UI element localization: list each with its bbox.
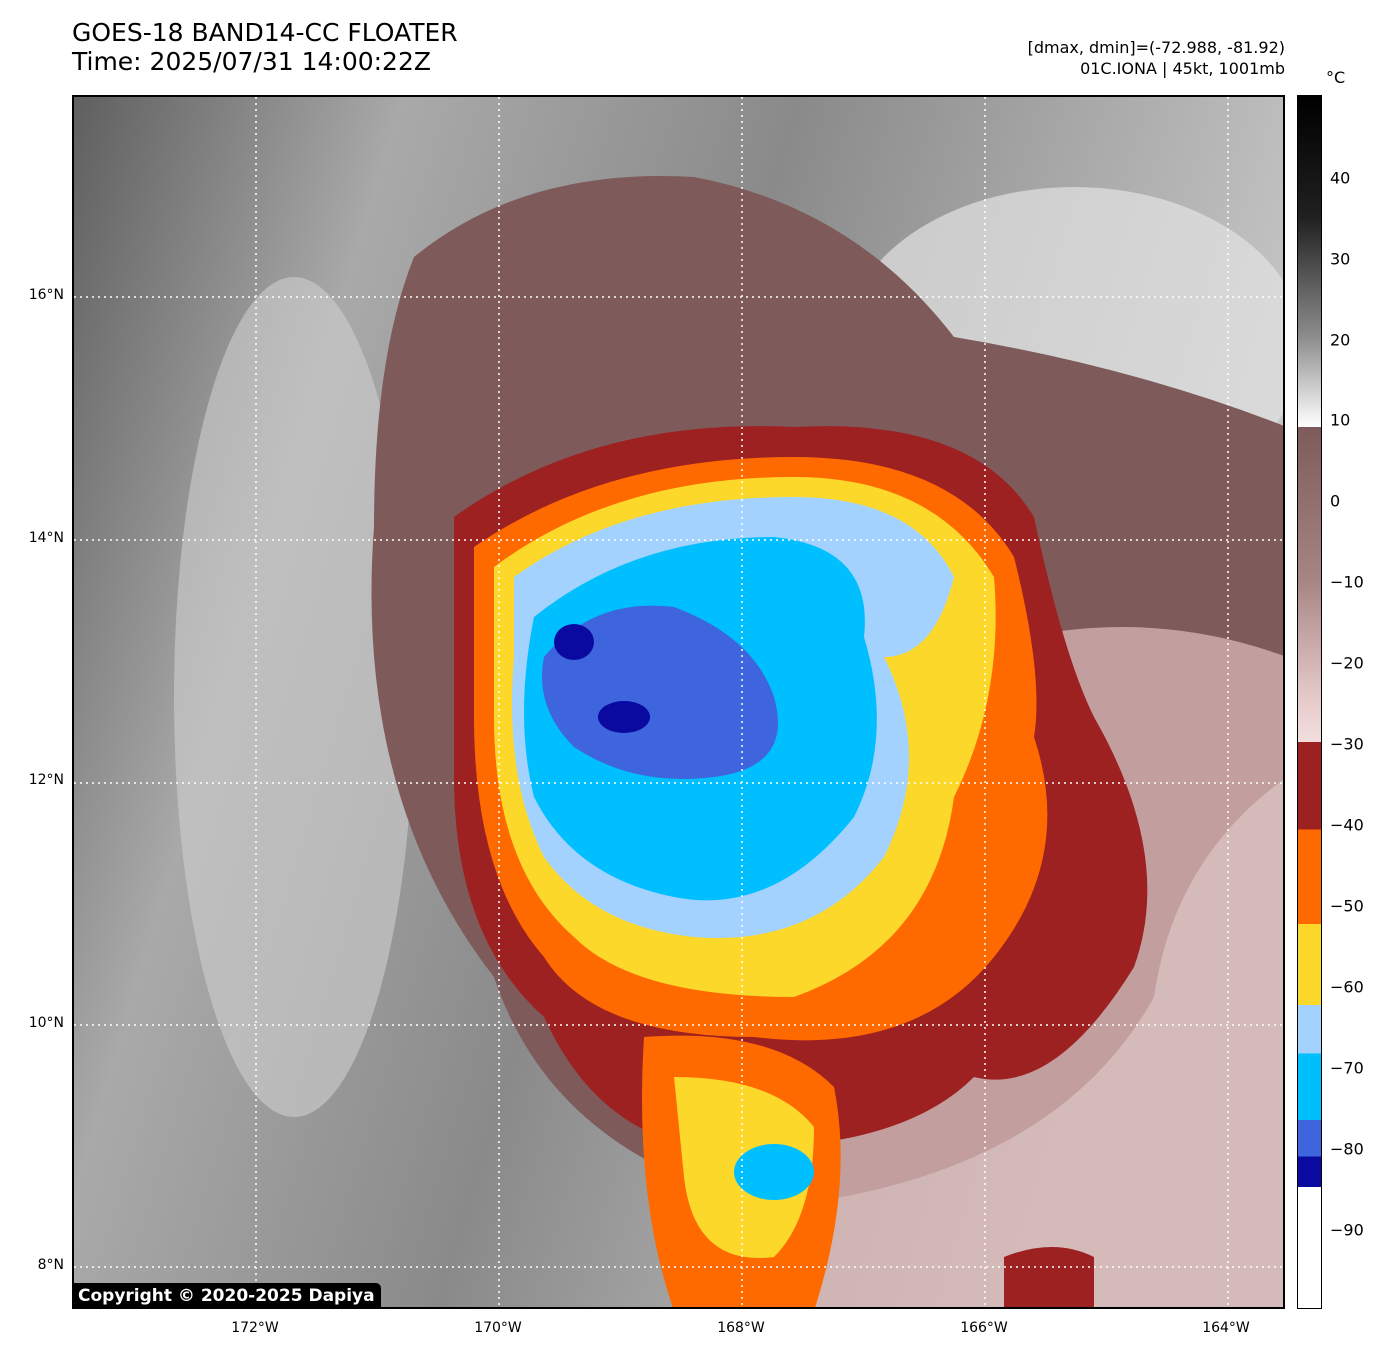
colorbar-label-minus10: −10 xyxy=(1330,572,1364,592)
graticule xyxy=(74,97,1283,1307)
lon-label-168w: 168°W xyxy=(717,1320,765,1336)
satellite-image xyxy=(72,95,1285,1309)
cold-top-royal-blue xyxy=(542,605,778,779)
chart-title: GOES-18 BAND14-CC FLOATER Time: 2025/07/… xyxy=(72,18,458,76)
colorbar-label-minus20: −20 xyxy=(1330,653,1364,673)
colorbar-label-40: 40 xyxy=(1330,168,1351,188)
storm-name: 01C.IONA | 45kt, 1001mb xyxy=(1080,59,1285,78)
colorbar-label-0: 0 xyxy=(1330,491,1341,511)
lon-label-172w: 172°W xyxy=(231,1320,279,1336)
colorbar-label-minus80: −80 xyxy=(1330,1139,1364,1159)
colorbar-label-minus70: −70 xyxy=(1330,1058,1364,1078)
colorbar-label-20: 20 xyxy=(1330,330,1351,350)
title-time: Time: 2025/07/31 14:00:22Z xyxy=(72,47,431,76)
cloud-band xyxy=(174,277,414,1117)
storm-info: [dmax, dmin]=(-72.988, -81.92) 01C.IONA … xyxy=(1028,37,1285,79)
se-convection xyxy=(1004,1247,1094,1307)
colorbar-label-minus30: −30 xyxy=(1330,734,1364,754)
colorbar-label-10: 10 xyxy=(1330,410,1351,430)
lat-label-12n: 12°N xyxy=(28,772,64,788)
lon-label-166w: 166°W xyxy=(960,1320,1008,1336)
colorbar-label-minus60: −60 xyxy=(1330,977,1364,997)
temperature-range: [dmax, dmin]=(-72.988, -81.92) xyxy=(1027,38,1285,57)
colorbar-label-minus50: −50 xyxy=(1330,896,1364,916)
lon-label-164w: 164°W xyxy=(1202,1320,1250,1336)
lat-label-16n: 16°N xyxy=(28,287,64,303)
lat-label-14n: 14°N xyxy=(28,530,64,546)
coldest-spot-1 xyxy=(554,624,594,660)
lat-label-8n: 8°N xyxy=(37,1257,64,1273)
lon-label-170w: 170°W xyxy=(474,1320,522,1336)
title-product: GOES-18 BAND14-CC FLOATER xyxy=(72,18,458,47)
colorbar-label-minus40: −40 xyxy=(1330,815,1364,835)
lat-label-10n: 10°N xyxy=(28,1015,64,1031)
south-convection-cyan xyxy=(734,1144,814,1200)
copyright-badge: Copyright © 2020-2025 Dapiya xyxy=(72,1283,381,1309)
colorbar-unit: °C xyxy=(1326,68,1346,87)
colorbar-label-30: 30 xyxy=(1330,249,1351,269)
coldest-spot-2 xyxy=(598,701,650,733)
colorbar xyxy=(1297,95,1322,1309)
colorbar-label-minus90: −90 xyxy=(1330,1220,1364,1240)
map-svg xyxy=(74,97,1283,1307)
